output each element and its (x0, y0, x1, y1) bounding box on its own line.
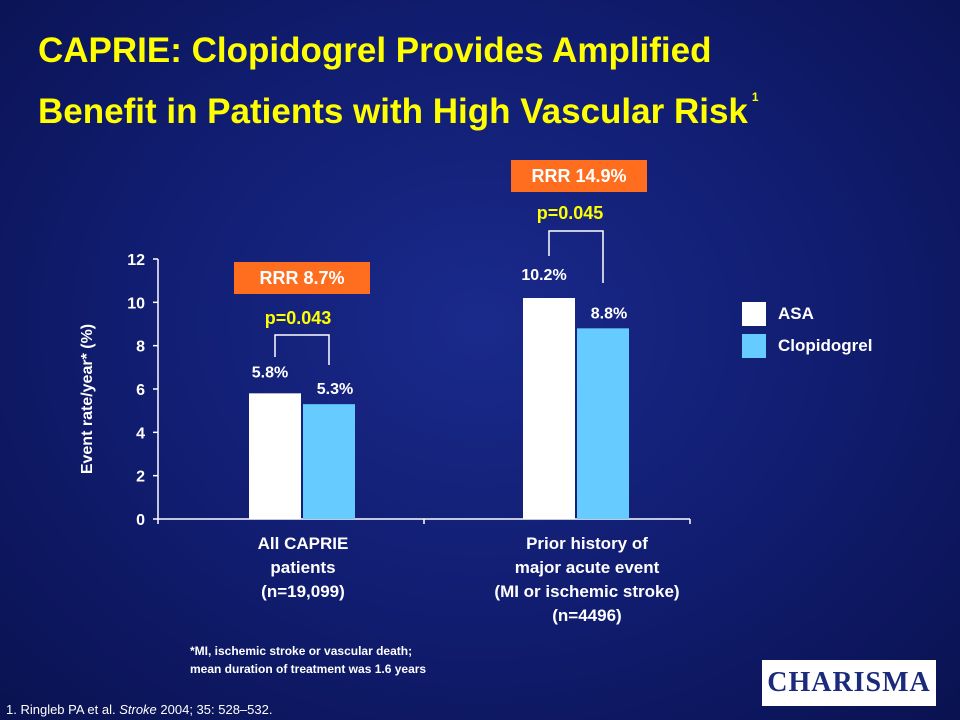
significance-bracket-1 (548, 230, 604, 283)
x-category-label: (n=19,099) (261, 582, 345, 601)
data-label-clopidogrel-0: 5.3% (317, 381, 353, 398)
p-value-prior-history: p=0.045 (536, 203, 604, 223)
reference-suffix: 2004; 35: 528–532. (156, 702, 273, 717)
y-tick-label: 2 (136, 469, 145, 486)
y-tick-label: 8 (136, 339, 145, 356)
bar-clopidogrel-1 (577, 328, 629, 519)
reference-journal: Stroke (119, 702, 157, 717)
x-category-label: All CAPRIE (258, 534, 349, 553)
title-line-2: Benefit in Patients with High Vascular R… (38, 74, 928, 135)
footnote-line-2: mean duration of treatment was 1.6 years (190, 662, 427, 676)
title-line-2-text: Benefit in Patients with High Vascular R… (38, 92, 748, 131)
x-category-label: (MI or ischemic stroke) (494, 582, 679, 601)
charisma-logo-text: CHARISMA (767, 667, 931, 698)
data-label-asa-0: 5.8% (252, 364, 288, 381)
legend-item-asa: ASA (742, 302, 814, 326)
reference: 1. Ringleb PA et al. Stroke 2004; 35: 52… (6, 702, 272, 717)
data-label-asa-1: 10.2% (521, 267, 566, 284)
legend-swatch-asa (742, 302, 766, 326)
legend-swatch-clopidogrel (742, 334, 766, 358)
bar-chart: 0 2 4 6 8 10 12 Event rate/year* (%) 5.8% 10.2% 5.… (79, 230, 679, 625)
y-tick-label: 6 (136, 382, 145, 399)
x-category-label: patients (270, 558, 335, 577)
y-axis-title: Event rate/year* (%) (79, 324, 96, 474)
x-category-label: major acute event (515, 558, 660, 577)
page-title: CAPRIE: Clopidogrel Provides Amplified B… (38, 28, 928, 135)
rrr-box-all-patients: RRR 8.7% (234, 262, 370, 294)
footnote: *MI, ischemic stroke or vascular death; … (190, 642, 426, 678)
x-category-label: (n=4496) (552, 606, 621, 625)
bar-clopidogrel-0 (303, 404, 355, 519)
legend-label-clopidogrel: Clopidogrel (778, 336, 873, 355)
legend-item-clopidogrel: Clopidogrel (742, 334, 872, 358)
reference-prefix: 1. Ringleb PA et al. (6, 702, 120, 717)
y-tick-label: 12 (127, 252, 145, 269)
p-value-all-patients: p=0.043 (264, 308, 332, 328)
x-category-label: Prior history of (526, 534, 648, 553)
y-tick-label: 0 (136, 512, 145, 529)
data-label-clopidogrel-1: 8.8% (591, 305, 627, 322)
y-tick-label: 10 (127, 295, 145, 312)
title-line-1: CAPRIE: Clopidogrel Provides Amplified (38, 31, 712, 70)
significance-bracket-0 (274, 334, 330, 365)
charisma-logo: CHARISMA (762, 660, 936, 706)
title-reference-mark: 1 (751, 90, 759, 104)
bar-asa-0 (249, 393, 301, 519)
bar-asa-1 (523, 298, 575, 519)
y-tick-label: 4 (136, 425, 145, 442)
footnote-line-1: *MI, ischemic stroke or vascular death; (190, 644, 413, 658)
rrr-box-prior-history: RRR 14.9% (511, 160, 647, 192)
legend-label-asa: ASA (778, 304, 814, 323)
